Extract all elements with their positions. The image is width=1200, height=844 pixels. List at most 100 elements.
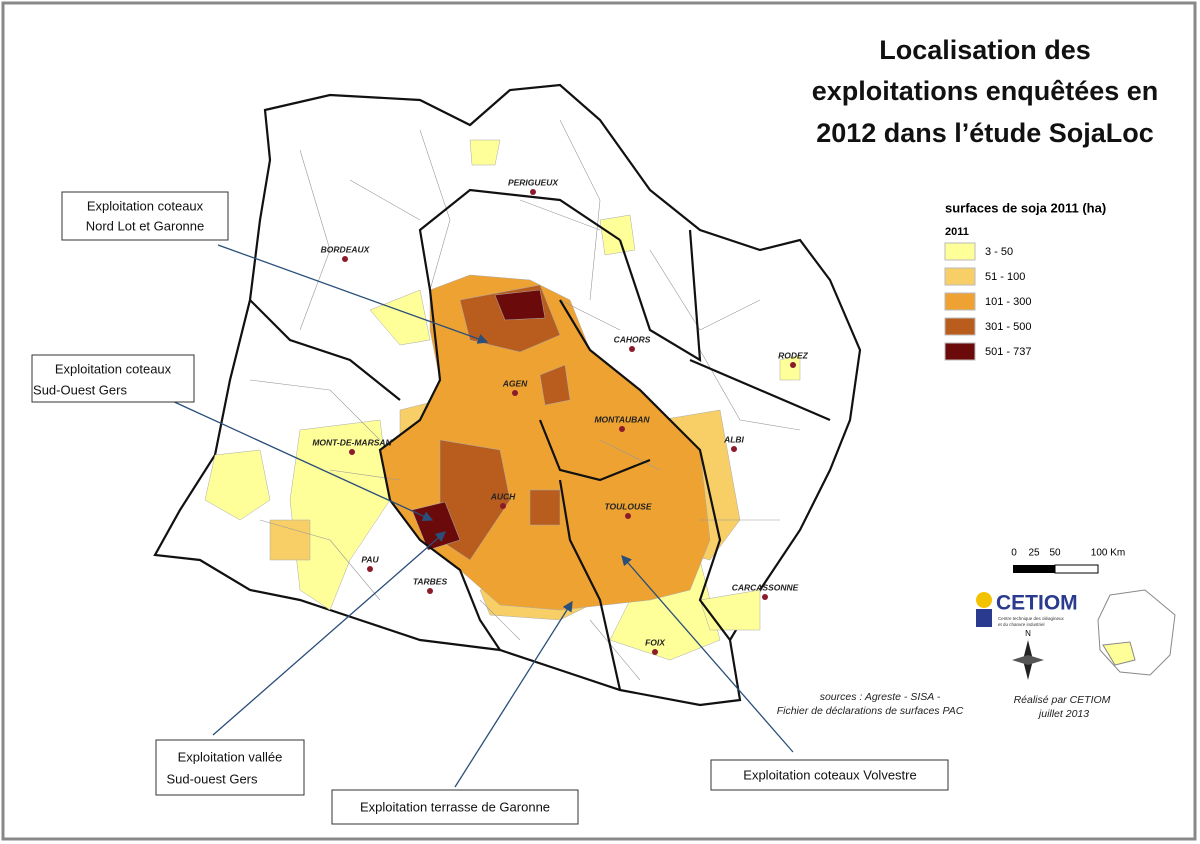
scale-label: 0 (1011, 548, 1017, 559)
notes: sources : Agreste - SISA - Fichier de dé… (777, 691, 1111, 720)
callout-text: Exploitation vallée (178, 749, 283, 764)
city-label: MONT-DE-MARSAN (312, 437, 392, 447)
callout-text: Nord Lot et Garonne (86, 218, 205, 233)
sources: Fichier de déclarations de surfaces PAC (777, 705, 964, 717)
legend-swatch (944, 267, 976, 286)
legend-label: 3 - 50 (985, 246, 1013, 258)
callout-box (710, 759, 949, 791)
callouts: Exploitation coteaux Nord Lot et Garonne… (31, 191, 949, 825)
area-3-50 (204, 449, 271, 521)
callout-arrow (217, 244, 489, 344)
sources: sources : Agreste - SISA - (820, 691, 941, 703)
city-label: AGEN (502, 378, 528, 388)
city-dot (512, 390, 518, 396)
legend: surfaces de soja 2011 (ha) 2011 3 - 50 51… (944, 200, 1106, 361)
callout-box (331, 789, 579, 825)
city-markers: PERIGUEUX BORDEAUX CAHORS RODEZ AGEN MONTAUBA… (312, 177, 809, 655)
callout-text: Sud-Ouest Gers (33, 382, 127, 397)
logo-mark (976, 592, 992, 608)
city-dot (530, 189, 536, 195)
logo-mark (976, 609, 992, 627)
inset-map (1097, 589, 1176, 676)
title: Localisation des exploitations enquêtées… (812, 35, 1159, 148)
area-301-500 (539, 364, 571, 406)
title-line: 2012 dans l’étude SojaLoc (816, 118, 1154, 148)
area-301-500 (529, 489, 561, 526)
credit: juillet 2013 (1037, 708, 1089, 720)
compass-label: N (1025, 629, 1031, 638)
city-dot (349, 449, 355, 455)
logo-tagline: Centre technique des oléagineux (998, 616, 1065, 621)
callout-text: Exploitation coteaux Volvestre (743, 767, 916, 782)
compass: N (1012, 629, 1044, 680)
city-label: MONTAUBAN (594, 414, 650, 424)
scale-label: 25 (1028, 548, 1040, 559)
callout-arrow (454, 600, 573, 788)
title-line: exploitations enquêtées en (812, 76, 1159, 106)
logo-name: CETIOM (996, 592, 1078, 615)
map (153, 83, 862, 707)
area-3-50 (369, 289, 431, 346)
city-dot (652, 649, 658, 655)
city-label: CAHORS (614, 334, 651, 344)
area-3-50 (779, 354, 801, 381)
callout-arrow (212, 531, 446, 736)
area-501-737 (494, 289, 546, 321)
scale-segment (1013, 565, 1055, 573)
legend-label: 501 - 737 (985, 346, 1031, 358)
callout-box (31, 354, 195, 403)
area-3-50 (469, 139, 501, 166)
city-label: ALBI (723, 434, 744, 444)
logo: CETIOM Centre technique des oléagineux e… (976, 592, 1078, 627)
city-label: AUCH (490, 491, 516, 501)
city-label: RODEZ (778, 350, 809, 360)
callout-text: Exploitation terrasse de Garonne (360, 799, 550, 814)
city-dot (790, 362, 796, 368)
legend-label: 101 - 300 (985, 296, 1031, 308)
title-line: Localisation des (879, 35, 1091, 65)
callout-text: Sud-ouest Gers (166, 771, 258, 786)
region-boundaries (249, 188, 831, 691)
callout-text: Exploitation coteaux (87, 198, 204, 213)
city-label: BORDEAUX (321, 244, 371, 254)
scale-label: 50 (1049, 548, 1061, 559)
area-3-50 (599, 214, 636, 256)
city-dot (619, 426, 625, 432)
legend-swatch (944, 242, 976, 261)
city-label: CARCASSONNE (732, 582, 799, 592)
inset-region (1102, 641, 1136, 666)
city-dot (367, 566, 373, 572)
legend-title: surfaces de soja 2011 (ha) (945, 200, 1106, 215)
credit: Réalisé par CETIOM (1014, 694, 1111, 706)
city-dot (731, 446, 737, 452)
area-3-50 (289, 419, 391, 611)
legend-swatch (944, 292, 976, 311)
callout-arrow (621, 555, 794, 753)
callout-text: Exploitation coteaux (55, 361, 172, 376)
city-dot (762, 594, 768, 600)
city-dot (342, 256, 348, 262)
legend-label: 301 - 500 (985, 321, 1031, 333)
city-dot (500, 503, 506, 509)
legend-swatch (944, 342, 976, 361)
scale-segment (1054, 564, 1099, 574)
legend-subtitle: 2011 (945, 226, 969, 238)
callout-box (61, 191, 229, 241)
legend-swatch (944, 317, 976, 336)
department-boundaries (249, 119, 801, 681)
area-51-100 (269, 519, 311, 561)
city-label: PAU (361, 554, 379, 564)
city-dot (629, 346, 635, 352)
compass-rose (1012, 655, 1044, 665)
city-label: PERIGUEUX (508, 177, 559, 187)
city-label: FOIX (645, 637, 666, 647)
legend-label: 51 - 100 (985, 271, 1025, 283)
city-dot (427, 588, 433, 594)
callout-arrow (169, 399, 434, 521)
logo-tagline: et du chanvre industriel (998, 622, 1045, 627)
city-dot (625, 513, 631, 519)
city-label: TARBES (413, 576, 448, 586)
scale-label: 100 Km (1091, 548, 1125, 559)
scale-bar: 0 25 50 100 Km (1011, 548, 1125, 574)
